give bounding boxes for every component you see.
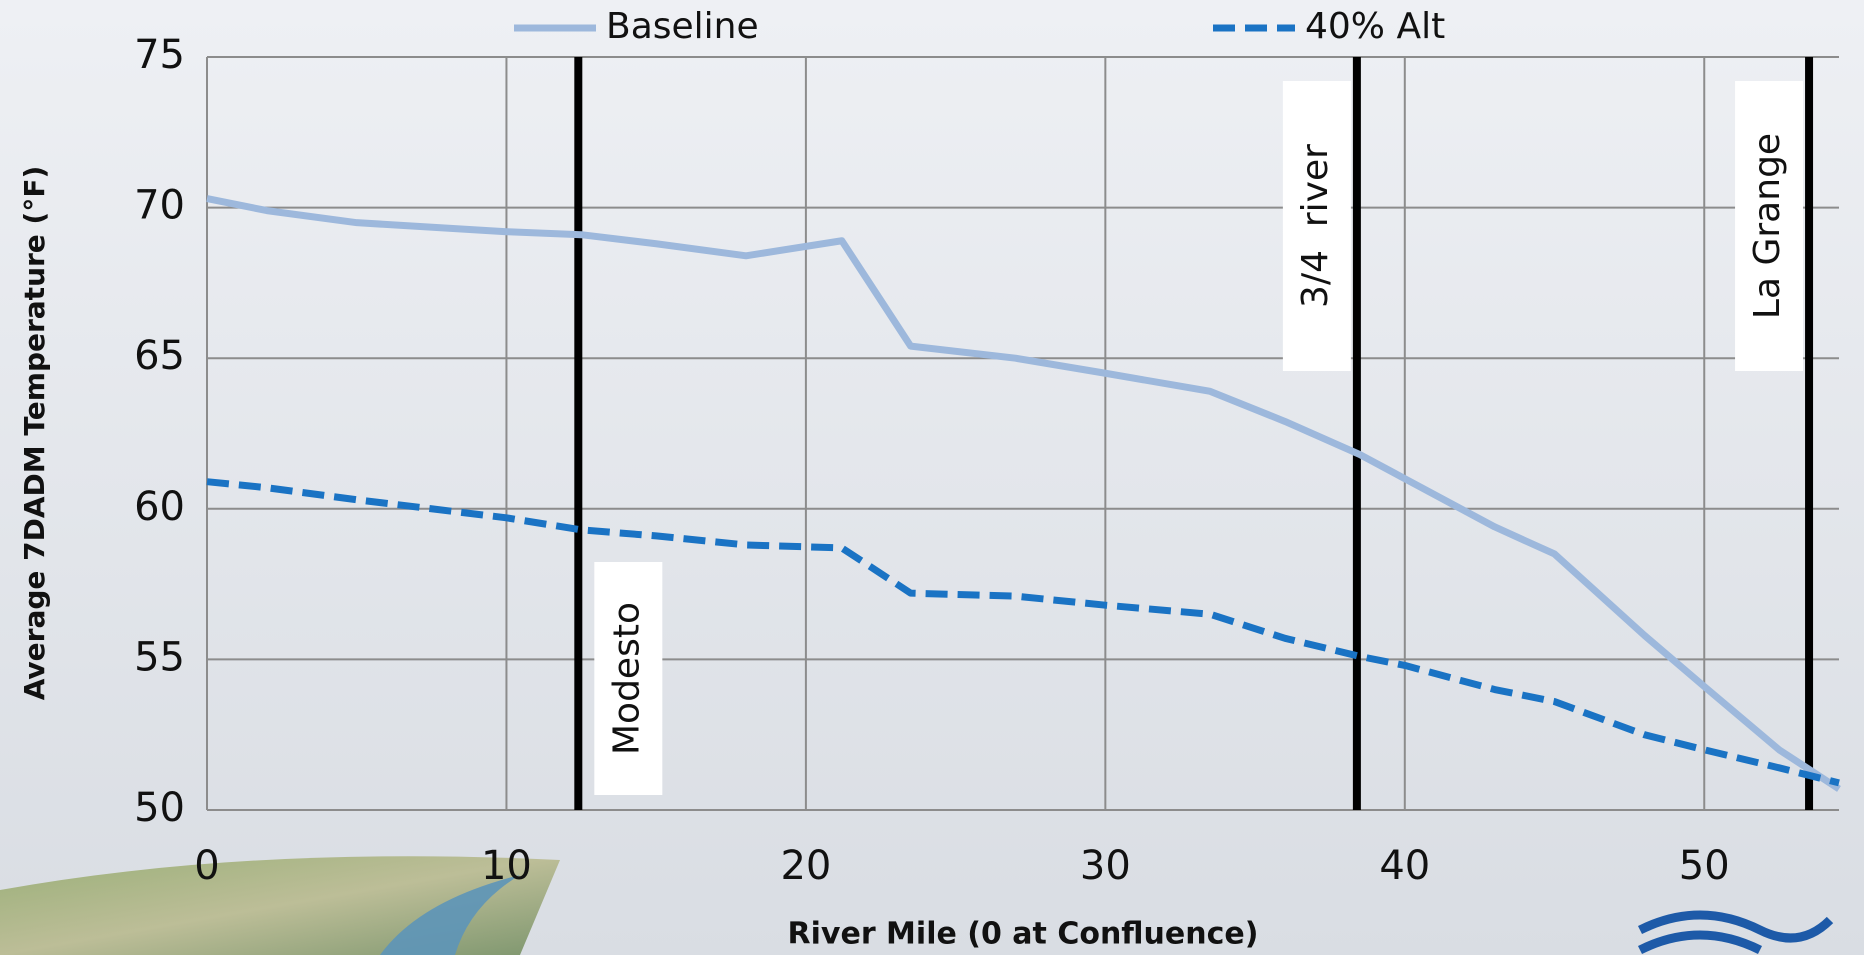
y-tick-label: 55	[134, 634, 185, 680]
x-tick-label: 10	[481, 843, 532, 889]
x-tick-label: 40	[1379, 843, 1430, 889]
x-tick-label: 0	[194, 843, 219, 889]
y-tick-label: 50	[134, 785, 185, 831]
y-axis-title: Average 7DADM Temperature (°F)	[18, 166, 51, 701]
y-tick-label: 65	[134, 333, 185, 379]
annotation-label: La Grange	[1747, 133, 1788, 319]
x-tick-label: 50	[1679, 843, 1730, 889]
y-tick-label: 75	[134, 32, 185, 78]
legend-label: Baseline	[606, 6, 759, 47]
background	[0, 0, 1864, 955]
chart: Average 7DADM Temperature (°F) River Mil…	[0, 0, 1864, 955]
x-tick-label: 30	[1080, 843, 1131, 889]
y-tick-label: 70	[134, 183, 185, 229]
legend-label: 40% Alt	[1305, 6, 1445, 47]
annotation-label: 3/4 river	[1295, 144, 1336, 308]
x-axis-title: River Mile (0 at Confluence)	[788, 917, 1259, 952]
x-tick-label: 20	[780, 843, 831, 889]
y-tick-label: 60	[134, 484, 185, 530]
annotation-label: Modesto	[606, 602, 647, 755]
page: Average 7DADM Temperature (°F) River Mil…	[0, 0, 1864, 955]
